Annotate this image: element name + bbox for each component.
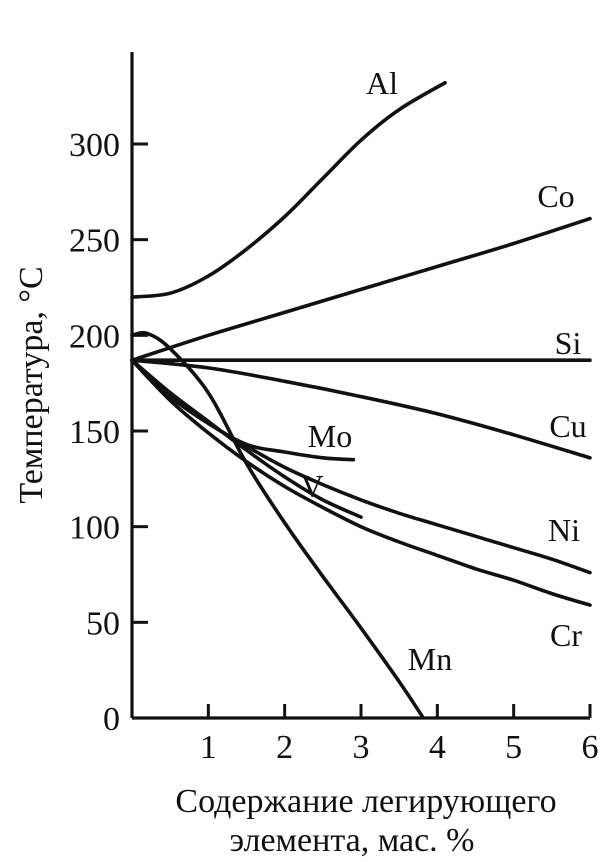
x-tick-label: 6: [582, 729, 599, 766]
curves: [130, 81, 592, 718]
y-tick-label: 200: [69, 318, 120, 355]
series-line-al: [130, 81, 447, 299]
series-line-ni: [130, 358, 592, 575]
y-tick-label: 0: [103, 701, 120, 738]
y-tick-label: 300: [69, 127, 120, 164]
series-line-mn: [130, 330, 424, 718]
y-tick-label: 100: [69, 510, 120, 547]
series-label-cu: Cu: [549, 408, 586, 444]
series-label-mo: Mo: [308, 418, 352, 454]
x-tick-label: 4: [429, 729, 446, 766]
series-label-si: Si: [555, 325, 582, 361]
x-tick-label: 5: [505, 729, 522, 766]
series-label-cr: Cr: [550, 617, 582, 653]
series-label-al: Al: [366, 65, 398, 101]
series-label-co: Co: [537, 178, 574, 214]
y-tick-label: 50: [86, 605, 120, 642]
series-line-v: [130, 358, 363, 519]
x-tick-label: 3: [353, 729, 370, 766]
x-tick-label: 2: [276, 729, 293, 766]
series-label-mn: Mn: [408, 641, 452, 677]
y-tick-label: 150: [69, 414, 120, 451]
y-tick-label: 250: [69, 223, 120, 260]
x-axis-title-line-1: Содержание легирующего: [175, 783, 556, 820]
ticks: 0 50 100 150 200 250 300 1 2 3 4 5 6: [69, 127, 599, 766]
series-line-co: [130, 216, 592, 363]
series-label-v: V: [300, 468, 323, 504]
series-line-cr: [130, 358, 592, 607]
series-labels: Al Co Si Cu Mo V Ni Cr Mn: [300, 65, 586, 677]
y-axis-title: Температура, °C: [13, 266, 50, 503]
x-tick-label: 1: [200, 729, 217, 766]
x-axis-title-line-2: элемента, мас. %: [230, 822, 475, 859]
series-label-ni: Ni: [548, 512, 580, 548]
series-line-cu: [130, 358, 592, 460]
